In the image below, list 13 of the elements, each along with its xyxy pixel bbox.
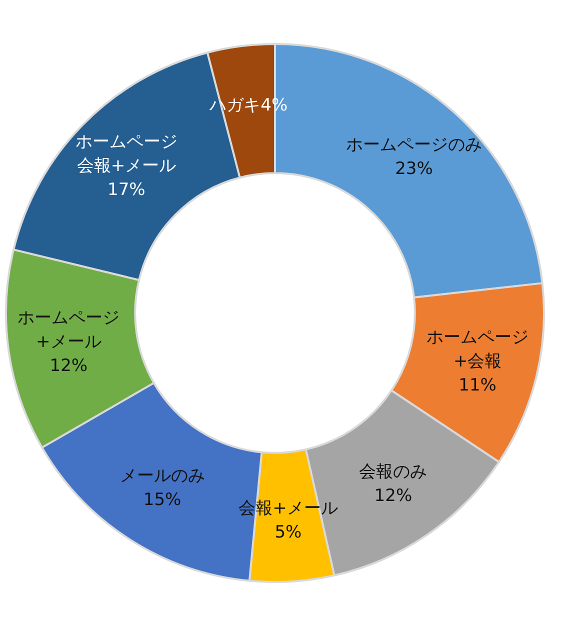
slice-label: ホームページ会報+メール [75,132,178,176]
slice-label: ホームページのみ [346,135,482,156]
data-label: 11% [458,376,496,396]
data-label: 12% [50,356,88,376]
slice-label: メールのみ [120,466,205,486]
slice-label: 会報のみ [359,462,428,482]
data-label: 23% [395,159,433,180]
slice-label: ホームページ+会報 [426,328,529,372]
data-label: 15% [143,490,182,510]
data-label: 12% [374,486,412,506]
data-label: 5% [274,522,302,542]
slice-label: ホームページ+メール [18,308,120,352]
data-label: 17% [108,180,146,200]
